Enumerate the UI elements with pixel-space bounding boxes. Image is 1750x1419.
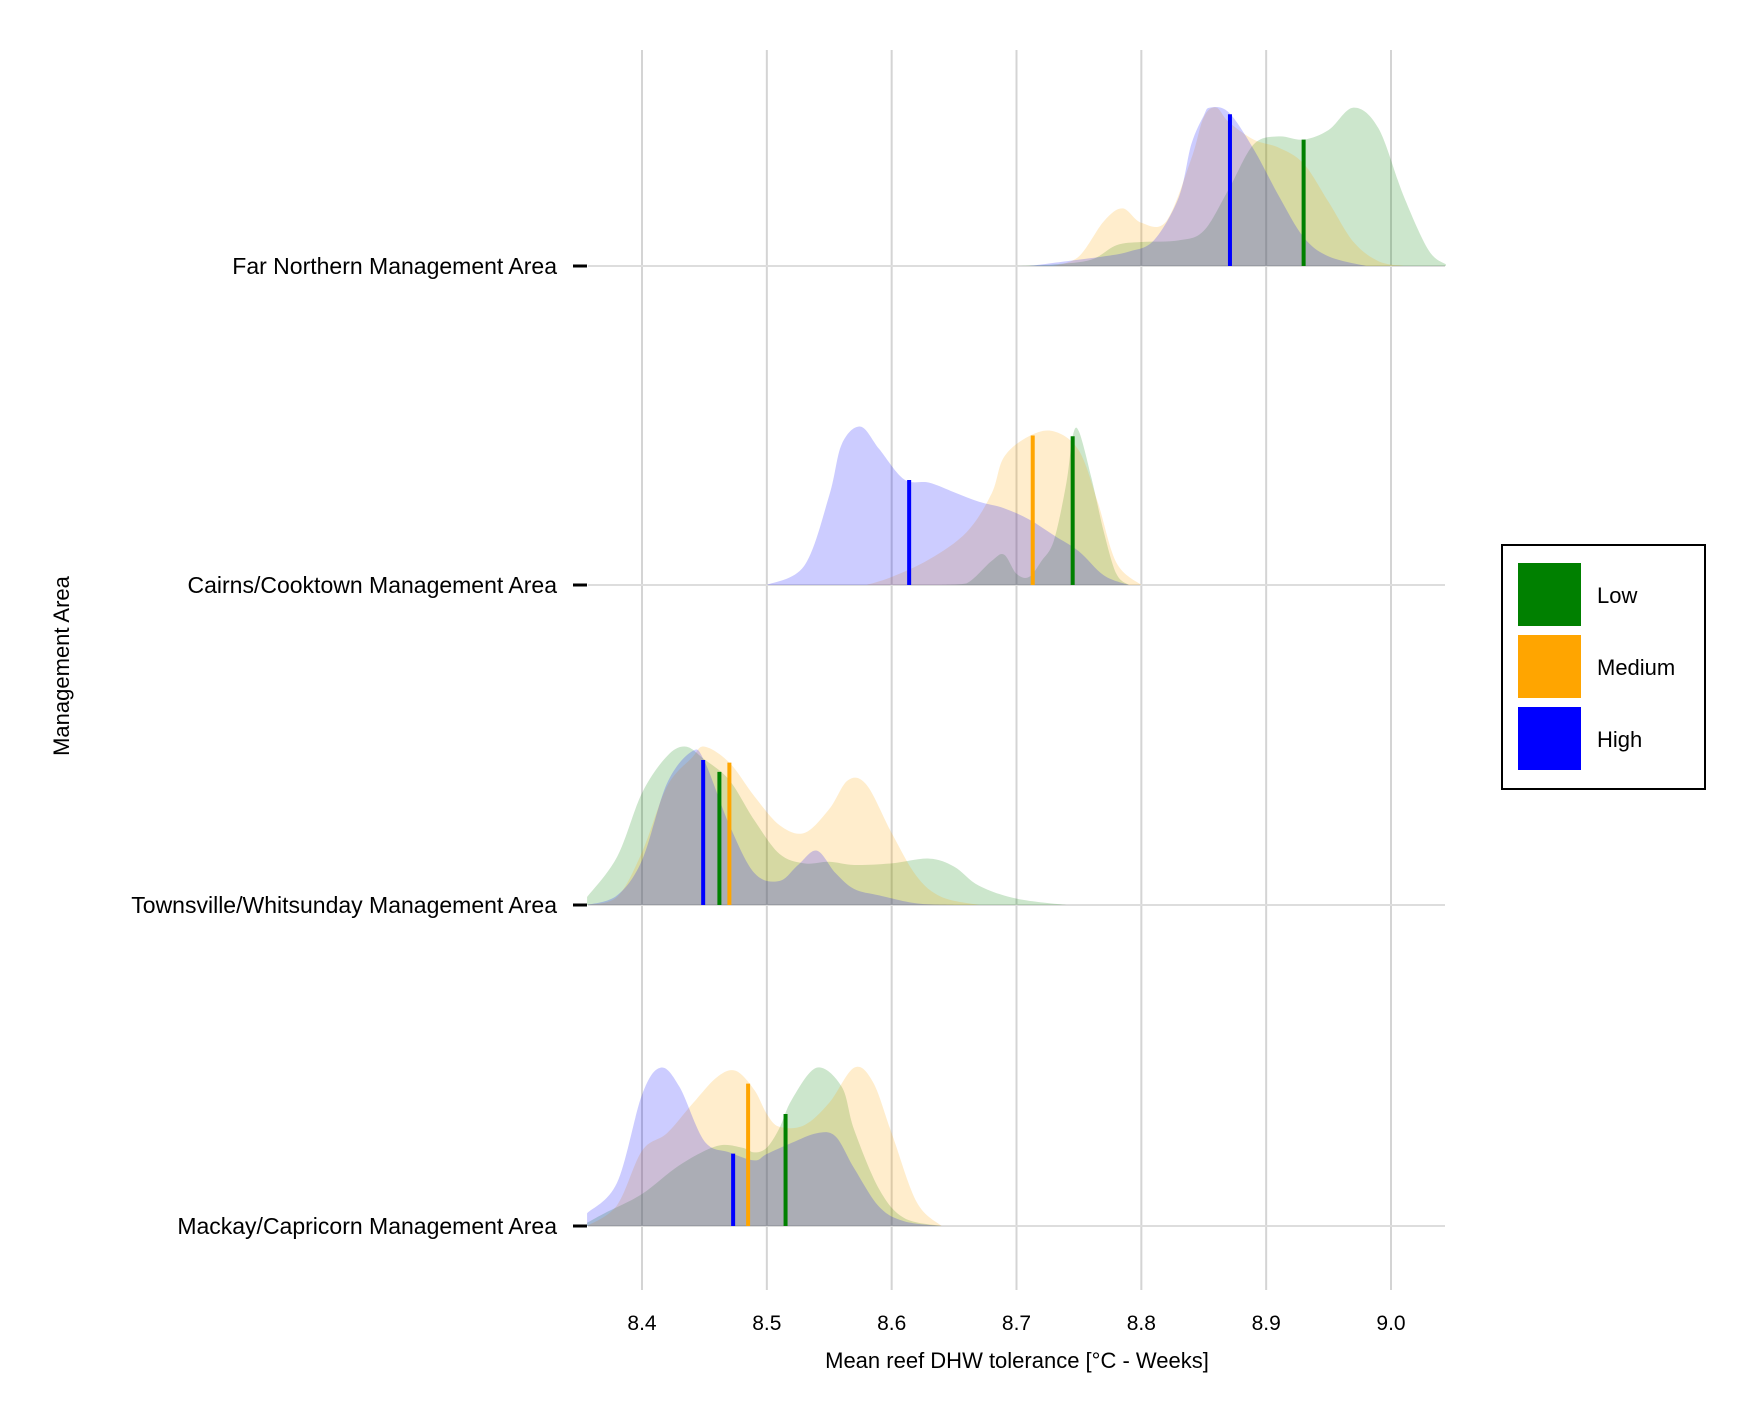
y-tick-label-mackay-capricorn-management-area: Mackay/Capricorn Management Area (177, 1213, 557, 1239)
y-axis: Far Northern Management Area Cairns/Cookt… (131, 253, 587, 1239)
x-tick-label-8-7: 8.7 (1002, 1312, 1031, 1335)
density-high-mackay-capricorn-management-area (587, 1067, 942, 1226)
legend-swatch-medium (1518, 635, 1581, 698)
density-low-mackay-capricorn-management-area (587, 1067, 942, 1226)
y-axis-label: Management Area (49, 575, 74, 756)
y-tick-label-far-northern-management-area: Far Northern Management Area (232, 253, 557, 279)
density-medium-mackay-capricorn-management-area (587, 1066, 942, 1226)
legend-label-medium: Medium (1597, 655, 1675, 680)
x-tick-label-8-5: 8.5 (752, 1312, 781, 1335)
x-tick-label-8-4: 8.4 (627, 1312, 657, 1335)
legend: Low Medium High (1501, 544, 1706, 790)
legend-swatch-high (1518, 707, 1581, 770)
x-axis-label: Mean reef DHW tolerance [°C - Weeks] (825, 1348, 1209, 1373)
legend-label-high: High (1597, 727, 1642, 752)
x-tick-label-8-9: 8.9 (1252, 1312, 1281, 1335)
x-axis: 8.4 8.5 8.6 8.7 8.8 8.9 9.0 (627, 1312, 1405, 1335)
x-tick-label-9-0: 9.0 (1376, 1312, 1405, 1335)
x-tick-label-8-6: 8.6 (877, 1312, 906, 1335)
density-low-cairns-cooktown-management-area (941, 427, 1129, 585)
y-tick-label-townsville-whitsunday-management-area: Townsville/Whitsunday Management Area (131, 892, 557, 918)
density-medium-townsville-whitsunday-management-area (587, 746, 980, 905)
gridlines (641, 50, 1392, 1290)
density-high-cairns-cooktown-management-area (766, 426, 1129, 585)
density-high-townsville-whitsunday-management-area (587, 749, 955, 905)
mean-markers (701, 114, 1306, 1226)
x-tick-label-8-8: 8.8 (1127, 1312, 1156, 1335)
legend-swatch-low (1518, 563, 1581, 626)
density-low-townsville-whitsunday-management-area (587, 746, 1067, 905)
density-high-far-northern-management-area (1028, 107, 1367, 266)
legend-label-low: Low (1597, 583, 1637, 608)
y-tick-label-cairns-cooktown-management-area: Cairns/Cooktown Management Area (188, 572, 558, 598)
